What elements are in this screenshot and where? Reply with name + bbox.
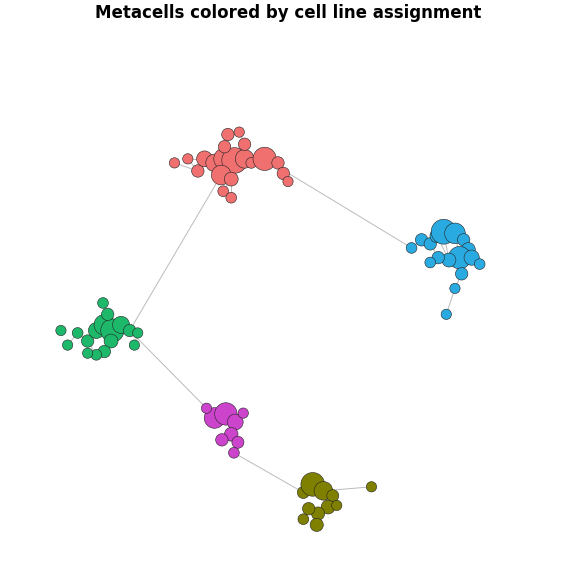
Point — [229, 448, 238, 457]
Point — [319, 486, 328, 495]
Point — [240, 139, 249, 149]
Point — [125, 326, 134, 335]
Point — [240, 154, 249, 164]
Point — [304, 504, 313, 513]
Point — [459, 235, 468, 244]
Point — [103, 310, 112, 319]
Point — [313, 509, 323, 518]
Point — [226, 175, 236, 184]
Point — [434, 253, 443, 262]
Point — [234, 127, 244, 137]
Point — [220, 154, 229, 164]
Point — [130, 340, 139, 350]
Point — [233, 438, 242, 447]
Point — [210, 414, 219, 423]
Point — [426, 258, 435, 267]
Point — [426, 239, 435, 248]
Point — [283, 177, 293, 186]
Point — [107, 336, 116, 346]
Point — [108, 326, 117, 335]
Point — [367, 482, 376, 491]
Point — [299, 514, 308, 524]
Point — [279, 169, 288, 178]
Point — [98, 298, 108, 308]
Point — [220, 142, 229, 151]
Point — [230, 156, 239, 165]
Point — [217, 435, 226, 445]
Point — [260, 154, 269, 164]
Point — [183, 154, 192, 164]
Point — [100, 320, 109, 329]
Point — [217, 170, 226, 180]
Point — [433, 231, 442, 240]
Point — [100, 347, 109, 356]
Title: Metacells colored by cell line assignment: Metacells colored by cell line assignmen… — [95, 4, 481, 22]
Point — [308, 480, 317, 489]
Point — [467, 253, 476, 262]
Point — [464, 245, 473, 254]
Point — [457, 269, 466, 278]
Point — [475, 260, 484, 269]
Point — [324, 502, 333, 511]
Point — [56, 326, 66, 335]
Point — [193, 166, 202, 176]
Point — [238, 408, 248, 418]
Point — [450, 229, 460, 238]
Point — [455, 253, 464, 262]
Point — [200, 154, 209, 164]
Point — [274, 158, 283, 168]
Point — [444, 256, 453, 265]
Point — [221, 410, 230, 419]
Point — [230, 418, 240, 427]
Point — [328, 491, 338, 501]
Point — [299, 488, 308, 497]
Point — [219, 187, 228, 196]
Point — [92, 326, 101, 335]
Point — [312, 520, 321, 529]
Point — [226, 193, 236, 202]
Point — [332, 501, 342, 510]
Point — [92, 350, 101, 359]
Point — [407, 243, 416, 252]
Point — [439, 227, 448, 236]
Point — [226, 430, 236, 439]
Point — [116, 320, 126, 329]
Point — [417, 235, 426, 244]
Point — [133, 328, 142, 338]
Point — [83, 348, 92, 358]
Point — [247, 158, 256, 168]
Point — [210, 158, 219, 168]
Point — [170, 158, 179, 168]
Point — [73, 328, 82, 338]
Point — [202, 404, 211, 413]
Point — [450, 284, 460, 293]
Point — [442, 310, 451, 319]
Point — [63, 340, 72, 350]
Point — [83, 336, 92, 346]
Point — [223, 130, 233, 139]
